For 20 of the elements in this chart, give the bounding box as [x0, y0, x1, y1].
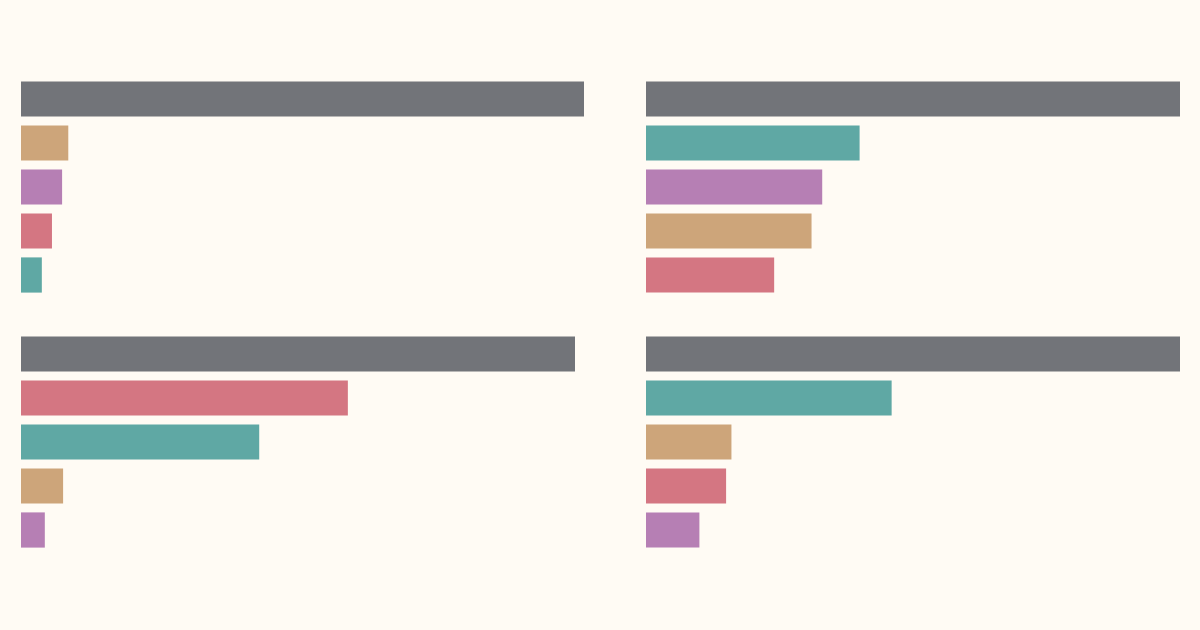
bar: [21, 81, 584, 117]
bar: [21, 213, 52, 249]
bar: [646, 81, 1180, 117]
bar: [21, 424, 260, 460]
bar: [646, 424, 732, 460]
bar: [646, 336, 1180, 372]
bar: [21, 336, 575, 372]
bar: [646, 257, 775, 293]
bar: [21, 257, 42, 293]
bar: [646, 512, 700, 548]
bar: [21, 512, 45, 548]
bar: [21, 468, 64, 504]
bar: [646, 125, 860, 161]
bar: [21, 169, 63, 205]
bar: [646, 213, 812, 249]
bar: [21, 380, 348, 416]
bar: [646, 169, 823, 205]
bar: [21, 125, 69, 161]
bar: [646, 468, 727, 504]
bar: [646, 380, 892, 416]
